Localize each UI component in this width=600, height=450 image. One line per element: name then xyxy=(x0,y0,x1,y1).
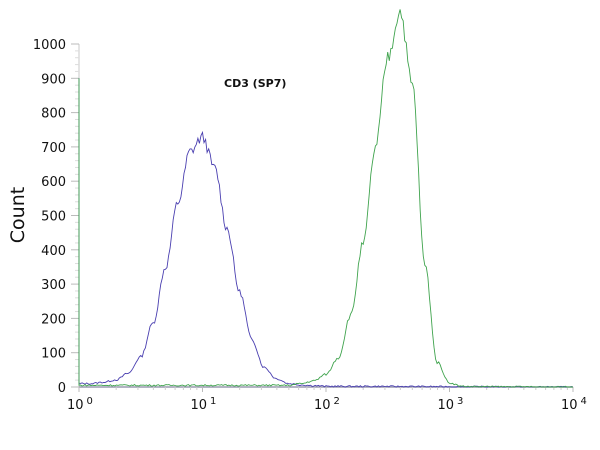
histogram-series-2 xyxy=(78,9,573,388)
x-tick-exponent: 1 xyxy=(210,396,216,407)
x-tick-exponent: 4 xyxy=(581,396,587,407)
x-tick-label: 10 2 xyxy=(314,396,340,413)
x-tick-label: 10 0 xyxy=(67,396,93,413)
y-tick-label: 900 xyxy=(41,72,66,87)
x-tick-label: 10 1 xyxy=(191,396,217,413)
x-tick-label: 10 3 xyxy=(438,396,464,413)
x-tick-base: 10 xyxy=(438,398,455,413)
x-tick-exponent: 2 xyxy=(334,396,340,407)
x-tick-exponent: 0 xyxy=(87,396,93,407)
x-tick-base: 10 xyxy=(191,398,208,413)
x-tick-base: 10 xyxy=(561,398,578,413)
chart-title: CD3 (SP7) xyxy=(224,77,286,90)
y-tick-label: 800 xyxy=(41,107,66,122)
y-tick-label: 200 xyxy=(41,312,66,327)
x-tick-base: 10 xyxy=(314,398,331,413)
x-tick-base: 10 xyxy=(67,398,84,413)
histogram-series-1 xyxy=(78,78,574,388)
y-tick-label: 600 xyxy=(41,175,66,190)
y-tick-label: 1000 xyxy=(33,38,66,53)
y-tick-label: 700 xyxy=(41,141,66,156)
y-tick-label: 500 xyxy=(41,210,66,225)
y-tick-label: 0 xyxy=(58,381,66,396)
y-tick-label: 100 xyxy=(41,347,66,362)
y-tick-label: 300 xyxy=(41,278,66,293)
x-tick-exponent: 3 xyxy=(457,396,463,407)
y-axis-label: Count xyxy=(7,187,29,243)
y-tick-label: 400 xyxy=(41,244,66,259)
series-layer xyxy=(78,9,574,388)
x-tick-label: 10 4 xyxy=(561,396,587,413)
